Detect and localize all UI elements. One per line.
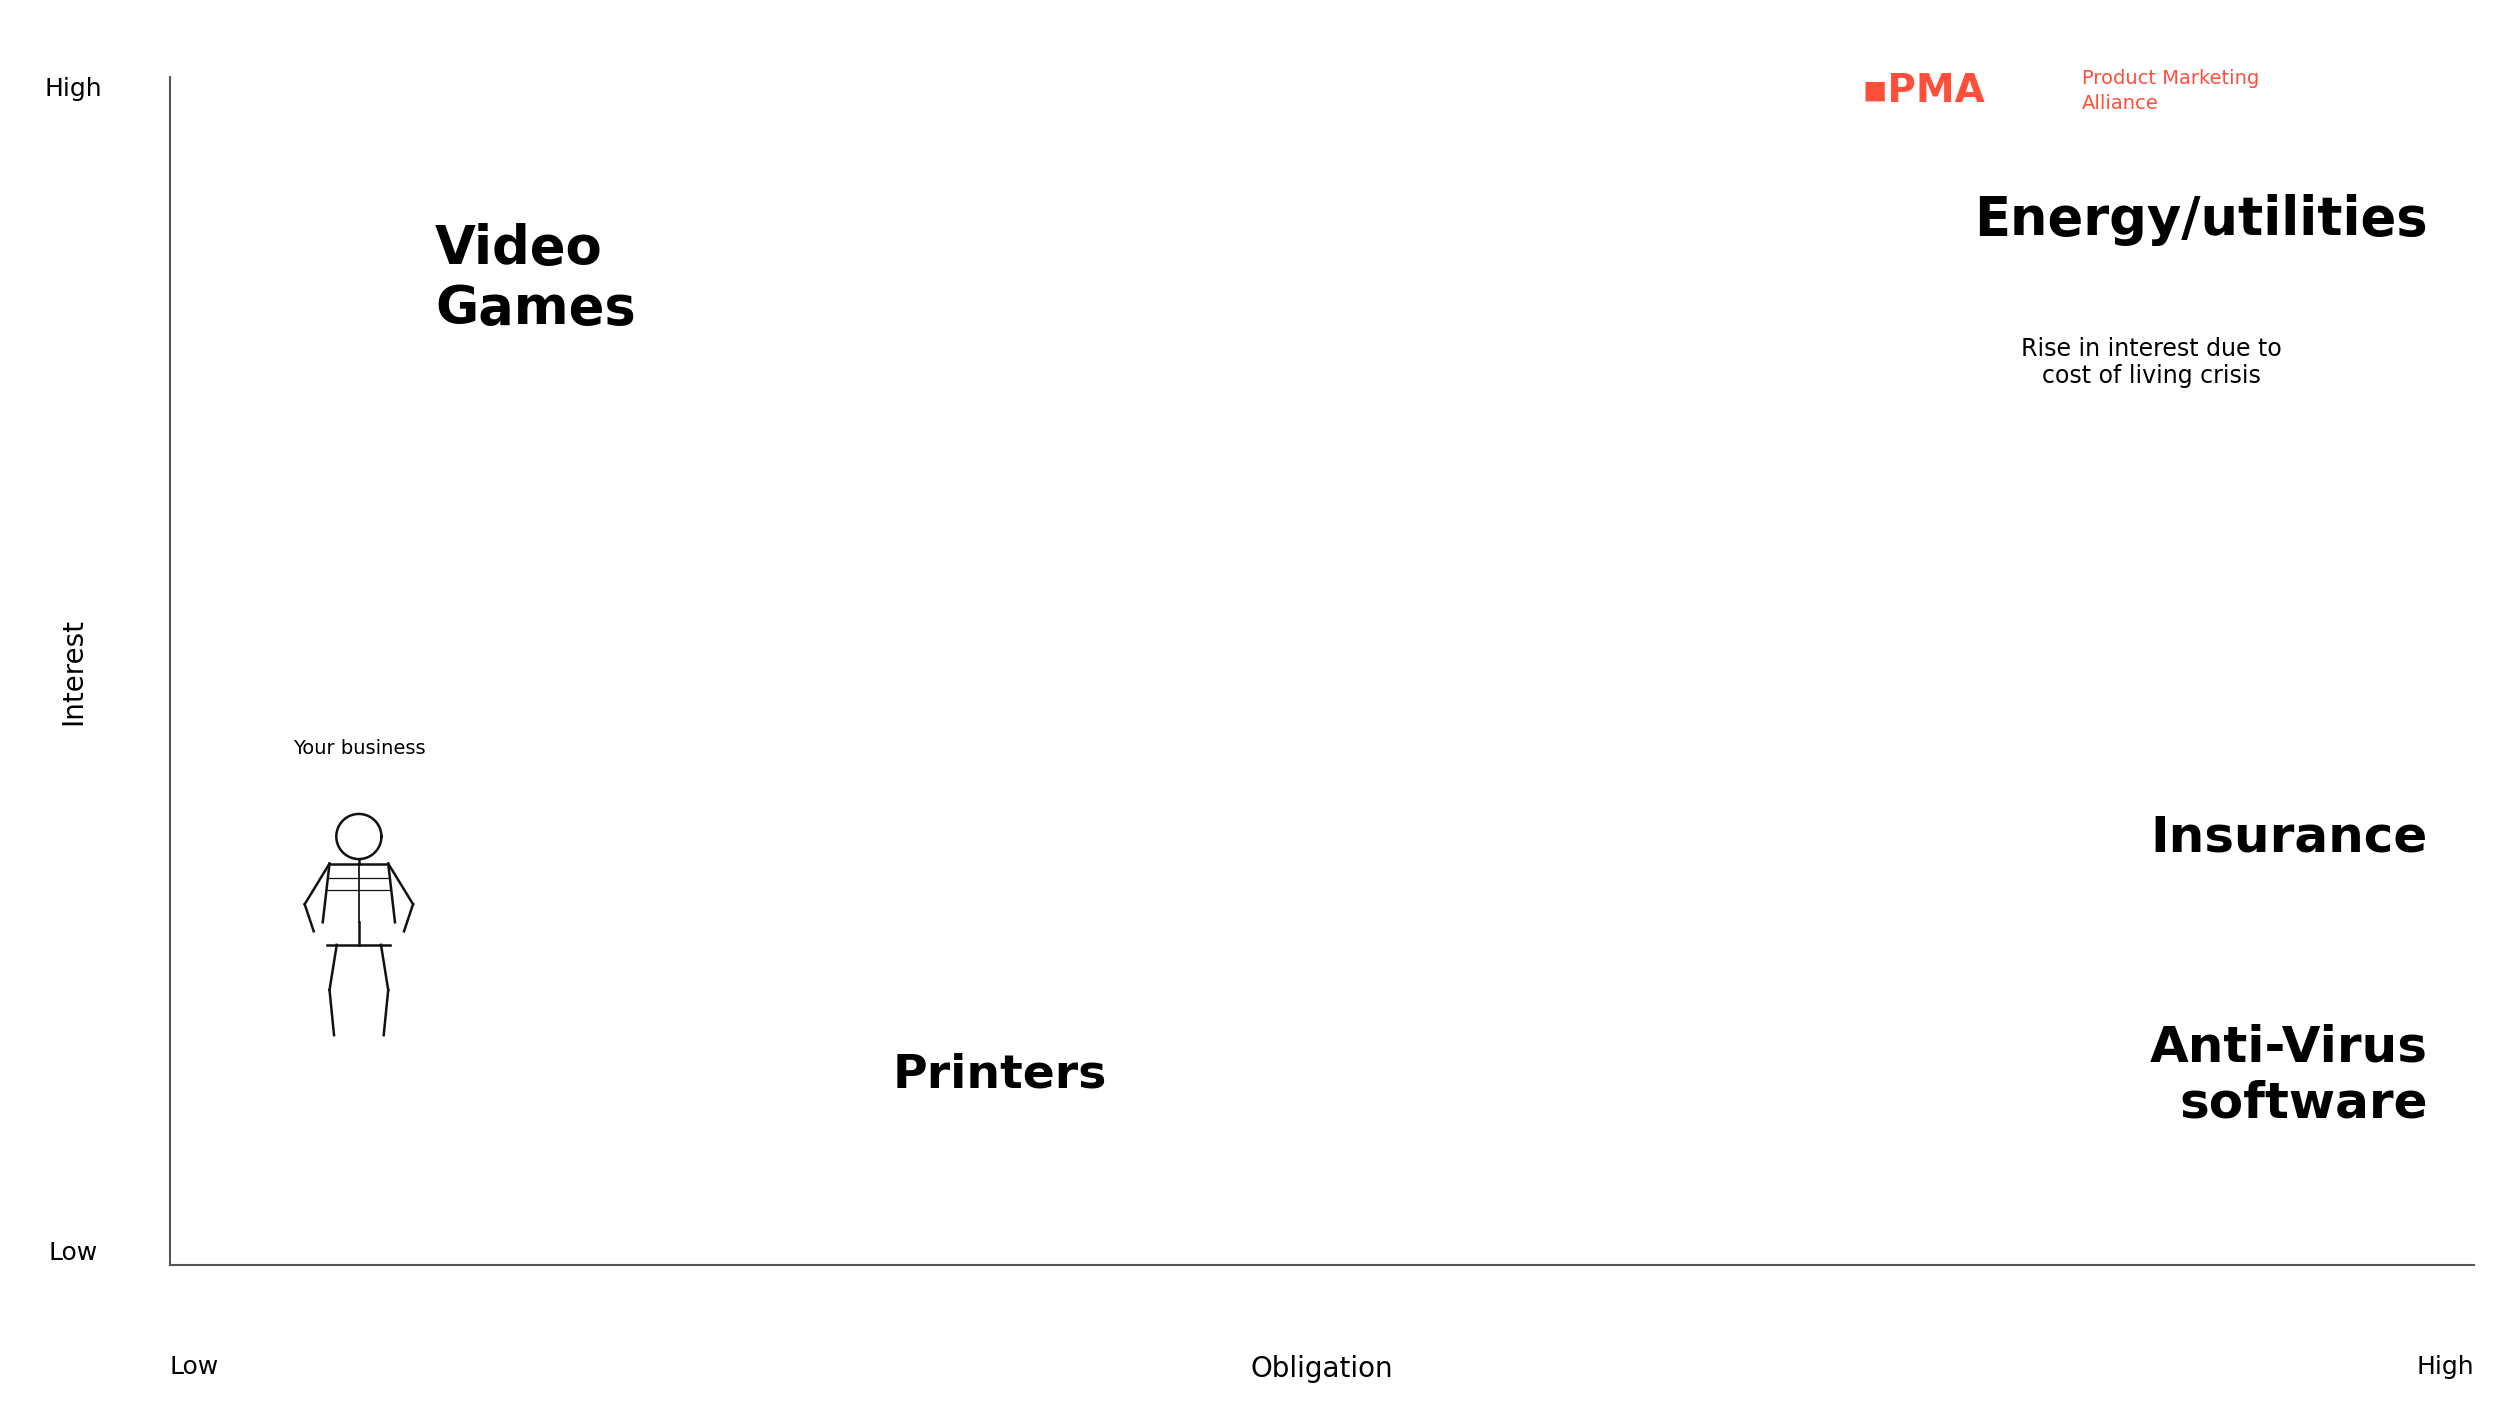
Text: Anti-Virus
software: Anti-Virus software (2149, 1024, 2429, 1128)
Text: Obligation: Obligation (1250, 1354, 1394, 1382)
Text: High: High (45, 77, 102, 101)
Text: High: High (2417, 1354, 2474, 1378)
Text: Energy/utilities: Energy/utilities (1974, 194, 2429, 246)
Text: Your business: Your business (292, 740, 425, 758)
Text: Product Marketing
Alliance: Product Marketing Alliance (2082, 69, 2259, 112)
Text: Low: Low (170, 1354, 220, 1378)
Text: ▪PMA: ▪PMA (1862, 72, 1987, 110)
Text: Printers: Printers (892, 1053, 1107, 1098)
Text: Rise in interest due to
cost of living crisis: Rise in interest due to cost of living c… (2022, 336, 2282, 388)
Text: Low: Low (47, 1241, 97, 1265)
Text: Insurance: Insurance (2152, 814, 2429, 862)
Text: Video
Games: Video Games (435, 224, 635, 336)
Text: Interest: Interest (60, 617, 87, 725)
